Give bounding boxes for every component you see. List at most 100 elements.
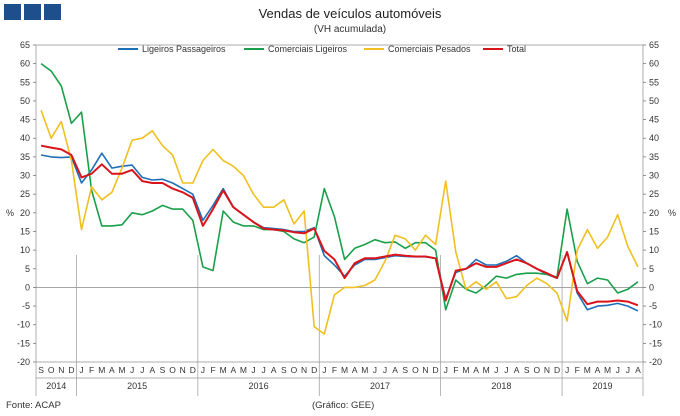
month-tick-label: A [271, 365, 277, 375]
y-tick-label-right: 5 [649, 264, 654, 274]
month-tick-label: A [392, 365, 398, 375]
y-tick-label-right: 10 [649, 245, 659, 255]
month-tick-label: M [341, 365, 348, 375]
brand-block [24, 4, 41, 20]
month-tick-label: D [311, 365, 317, 375]
chart-credit: (Gráfico: GEE) [312, 400, 375, 411]
chart-legend: Ligeiros Passageiros Comerciais Ligeiros C… [118, 44, 526, 54]
y-tick-label: 25 [20, 189, 30, 199]
month-tick-label: M [98, 365, 105, 375]
month-tick-label: J [383, 365, 387, 375]
month-tick-label: O [533, 365, 540, 375]
month-tick-label: M [462, 365, 469, 375]
month-tick-label: F [575, 365, 580, 375]
y-tick-label-right: -5 [649, 301, 657, 311]
month-tick-label: J [565, 365, 569, 375]
y-tick-label-right: 35 [649, 152, 659, 162]
month-tick-label: F [332, 365, 337, 375]
plot-frame [35, 44, 644, 363]
y-tick-label: -20 [17, 357, 30, 367]
month-tick-label: J [140, 365, 144, 375]
month-tick-label: S [38, 365, 44, 375]
month-tick-label: M [604, 365, 611, 375]
month-tick-label: F [210, 365, 215, 375]
legend-label: Ligeiros Passageiros [142, 44, 226, 54]
month-tick-label: S [402, 365, 408, 375]
y-tick-label-right: -15 [649, 338, 662, 348]
series-line-total [40, 144, 639, 307]
month-tick-label: N [180, 365, 186, 375]
month-tick-label: J [79, 365, 83, 375]
y-tick-label: 65 [20, 40, 30, 50]
month-tick-label: O [412, 365, 419, 375]
legend-label: Total [507, 44, 526, 54]
y-tick-label: 35 [20, 152, 30, 162]
month-tick-label: F [453, 365, 458, 375]
year-label: 2018 [491, 381, 511, 391]
y-tick-label: -15 [17, 338, 30, 348]
y-tick-label-right: 55 [649, 77, 659, 87]
y-tick-label-right: 65 [649, 40, 659, 50]
chart-title: Vendas de veículos automóveis [258, 6, 442, 21]
month-tick-label: M [361, 365, 368, 375]
month-tick-label: D [68, 365, 74, 375]
y-tick-label: 40 [20, 133, 30, 143]
y-tick-label-right: -20 [649, 357, 662, 367]
month-tick-label: A [109, 365, 115, 375]
month-tick-label: J [322, 365, 326, 375]
legend-label: Comerciais Pesados [388, 44, 471, 54]
month-tick-label: M [584, 365, 591, 375]
year-label: 2019 [593, 381, 613, 391]
y-tick-label-right: 20 [649, 208, 659, 218]
month-tick-label: J [373, 365, 377, 375]
month-tick-label: A [635, 365, 641, 375]
month-tick-label: J [262, 365, 266, 375]
month-tick-label: A [352, 365, 358, 375]
month-tick-label: N [544, 365, 550, 375]
series-line-comerciais-pesados [40, 110, 639, 335]
brand-block [4, 4, 21, 20]
y-tick-label: 5 [25, 264, 30, 274]
source-note: Fonte: ACAP [6, 400, 61, 411]
brand-block [44, 4, 61, 20]
month-tick-label: J [201, 365, 205, 375]
brand-blocks [4, 4, 61, 20]
month-tick-label: S [281, 365, 287, 375]
month-tick-label: A [514, 365, 520, 375]
y-tick-label-right: 15 [649, 226, 659, 236]
series-line-comerciais-ligeiros [40, 62, 639, 311]
y-tick-label: 55 [20, 77, 30, 87]
y-tick-label-right: 60 [649, 59, 659, 69]
year-label: 2017 [370, 381, 390, 391]
month-tick-label: M [118, 365, 125, 375]
chart-subtitle: (VH acumulada) [313, 24, 387, 35]
month-tick-label: O [48, 365, 55, 375]
y-tick-label-right: 25 [649, 189, 659, 199]
y-axis-label-right: % [668, 208, 676, 218]
month-tick-label: A [150, 365, 156, 375]
y-tick-label: 0 [25, 282, 30, 292]
month-tick-label: O [169, 365, 176, 375]
year-label: 2016 [249, 381, 269, 391]
y-tick-label: 50 [20, 96, 30, 106]
month-tick-label: M [240, 365, 247, 375]
month-tick-label: N [58, 365, 64, 375]
y-tick-label: 15 [20, 226, 30, 236]
month-tick-label: J [130, 365, 134, 375]
month-tick-label: N [422, 365, 428, 375]
month-tick-label: M [220, 365, 227, 375]
month-tick-label: D [190, 365, 196, 375]
y-tick-label: -5 [22, 301, 30, 311]
month-tick-label: F [89, 365, 94, 375]
month-tick-label: J [251, 365, 255, 375]
month-tick-label: O [291, 365, 298, 375]
month-tick-label: J [504, 365, 508, 375]
y-tick-label-right: 30 [649, 171, 659, 181]
y-tick-label: 45 [20, 115, 30, 125]
y-tick-label-right: 45 [649, 115, 659, 125]
month-tick-label: D [554, 365, 560, 375]
year-label: 2014 [46, 381, 66, 391]
